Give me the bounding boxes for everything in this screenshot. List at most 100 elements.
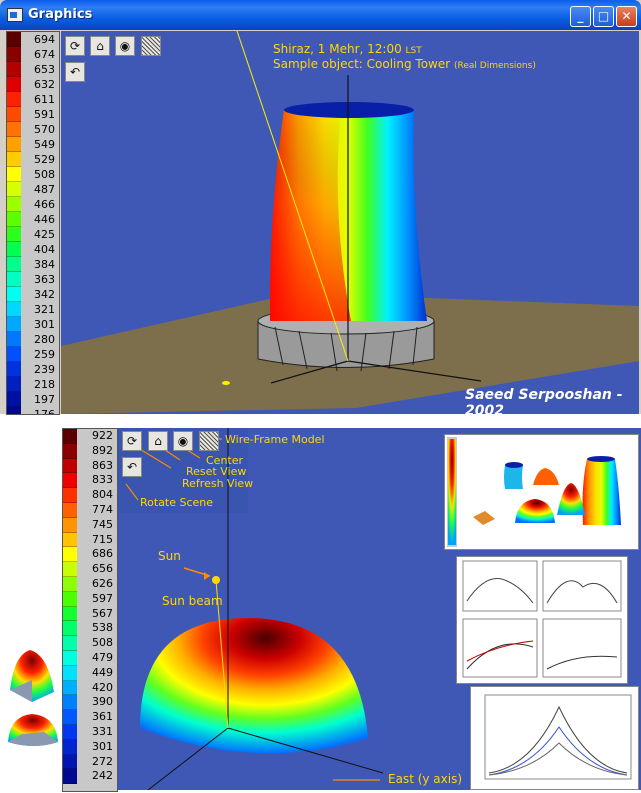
- color-scale-entry: 694: [7, 32, 59, 47]
- maximize-button[interactable]: □: [593, 6, 614, 27]
- color-swatch: [7, 347, 21, 362]
- color-swatch: [63, 754, 77, 770]
- color-scale-value: 390: [92, 695, 113, 709]
- tower-top: [284, 102, 414, 118]
- color-swatch: [63, 606, 77, 622]
- rotate-scene-icon: ↶: [69, 65, 81, 79]
- color-scale-value: 626: [92, 577, 113, 590]
- label-refresh-view: Refresh View: [182, 477, 254, 490]
- color-scale-entry: 176: [7, 407, 59, 414]
- color-swatch: [7, 122, 21, 137]
- color-swatch: [63, 621, 77, 637]
- refresh-view-icon: ⟳: [126, 434, 138, 448]
- color-scale-entry: 863: [63, 458, 117, 474]
- reset-view-button[interactable]: ⌂: [90, 36, 110, 56]
- title-bar[interactable]: Graphics _ □ ✕: [0, 0, 641, 30]
- color-scale-entry: 626: [63, 577, 117, 592]
- color-swatch: [63, 517, 77, 533]
- color-scale-value: 363: [34, 273, 55, 286]
- color-scale-entry: 591: [7, 107, 59, 122]
- color-scale-entry: 331: [63, 725, 117, 740]
- close-icon: ✕: [621, 9, 632, 23]
- color-swatch: [63, 443, 77, 459]
- color-scale-entry: 529: [7, 152, 59, 167]
- color-scale-entry: 653: [7, 62, 59, 77]
- label-sun-beam: Sun beam: [162, 594, 223, 608]
- color-swatch: [7, 362, 21, 377]
- color-scale-entry: 218: [7, 377, 59, 392]
- color-scale-value: 694: [34, 33, 55, 46]
- label-east-axis: East (y axis): [388, 772, 463, 786]
- color-scale-entry: 446: [7, 212, 59, 227]
- color-scale-value: 420: [92, 680, 113, 694]
- reset-view-icon: ⌂: [154, 434, 162, 448]
- color-scale-entry: 774: [63, 503, 117, 518]
- dome-object: [140, 618, 368, 754]
- color-scale-entry: 404: [7, 242, 59, 257]
- color-scale-entry: 301: [63, 739, 117, 755]
- author-credit: Saeed Serpooshan - 2002: [465, 387, 623, 414]
- close-button[interactable]: ✕: [616, 6, 637, 27]
- label-rotate-scene: Rotate Scene: [140, 496, 214, 509]
- color-swatch: [63, 665, 77, 681]
- color-scale-entry: 342: [7, 287, 59, 302]
- color-swatch: [7, 377, 21, 392]
- color-scale-value: 653: [34, 63, 55, 76]
- rotate-scene-button-bottom[interactable]: ↶: [122, 457, 142, 477]
- color-swatch: [63, 577, 77, 592]
- color-scale-value: 804: [92, 488, 113, 502]
- color-swatch: [7, 407, 21, 414]
- color-scale-value: 301: [92, 739, 113, 753]
- color-scale-value: 425: [34, 228, 55, 241]
- color-scale-value: 863: [92, 458, 113, 472]
- refresh-view-button-bottom[interactable]: ⟳: [122, 431, 142, 451]
- wireframe-button-bottom[interactable]: [199, 431, 219, 451]
- minimize-button[interactable]: _: [570, 6, 591, 27]
- location-label: Shiraz, 1 Mehr, 12:00 LST: [273, 42, 422, 56]
- window-title: Graphics: [28, 7, 93, 22]
- color-scale-value: 487: [34, 183, 55, 196]
- color-scale-value: 384: [34, 258, 55, 271]
- color-scale-entry: 425: [7, 227, 59, 242]
- color-scale-value: 774: [92, 503, 113, 516]
- rotate-scene-button[interactable]: ↶: [65, 62, 85, 82]
- color-scale-value: 466: [34, 198, 55, 211]
- color-scale-value: 674: [34, 48, 55, 61]
- color-swatch: [7, 317, 21, 332]
- color-swatch: [7, 272, 21, 287]
- color-scale-value: 833: [92, 473, 113, 487]
- color-scale-entry: 570: [7, 122, 59, 137]
- center-button[interactable]: ◉: [115, 36, 135, 56]
- inset-screenshot-charts: [456, 556, 628, 684]
- label-wireframe: Wire-Frame Model: [225, 433, 325, 446]
- color-scale-value: 446: [34, 213, 55, 226]
- label-sun: Sun: [158, 549, 181, 563]
- color-swatch: [63, 488, 77, 503]
- color-scale-entry: 390: [63, 695, 117, 711]
- color-scale-entry: 745: [63, 517, 117, 533]
- color-scale-value: 745: [92, 517, 113, 531]
- color-scale-entry: 321: [7, 302, 59, 317]
- wireframe-button[interactable]: [141, 36, 161, 56]
- color-swatch: [7, 107, 21, 122]
- minimize-icon: _: [577, 9, 584, 23]
- color-swatch: [7, 332, 21, 347]
- label-center: Center: [206, 454, 244, 467]
- reset-view-button-bottom[interactable]: ⌂: [148, 431, 168, 451]
- app-window-icon[interactable]: [7, 8, 23, 22]
- scene-view-top[interactable]: ⟳ ⌂ ◉ ↶ Shiraz, 1 Mehr, 12:00 LST Sample…: [61, 31, 639, 414]
- color-scale-entry: 508: [63, 636, 117, 651]
- color-scale-value: 597: [92, 591, 113, 605]
- refresh-view-button[interactable]: ⟳: [65, 36, 85, 56]
- color-swatch: [7, 287, 21, 302]
- center-button-bottom[interactable]: ◉: [173, 431, 193, 451]
- color-scale-value: 567: [92, 606, 113, 620]
- color-scale-entry: 259: [7, 347, 59, 362]
- graphics-window: Graphics _ □ ✕ 694 674 653 632 611 591 570 549 5…: [0, 0, 641, 415]
- sun-marker: [212, 576, 220, 584]
- sun-beam-line: [236, 31, 349, 362]
- color-scale-value: 892: [92, 443, 113, 457]
- color-scale-entry: 272: [63, 754, 117, 770]
- center-icon: ◉: [177, 434, 189, 448]
- color-scale-value: 656: [92, 562, 113, 576]
